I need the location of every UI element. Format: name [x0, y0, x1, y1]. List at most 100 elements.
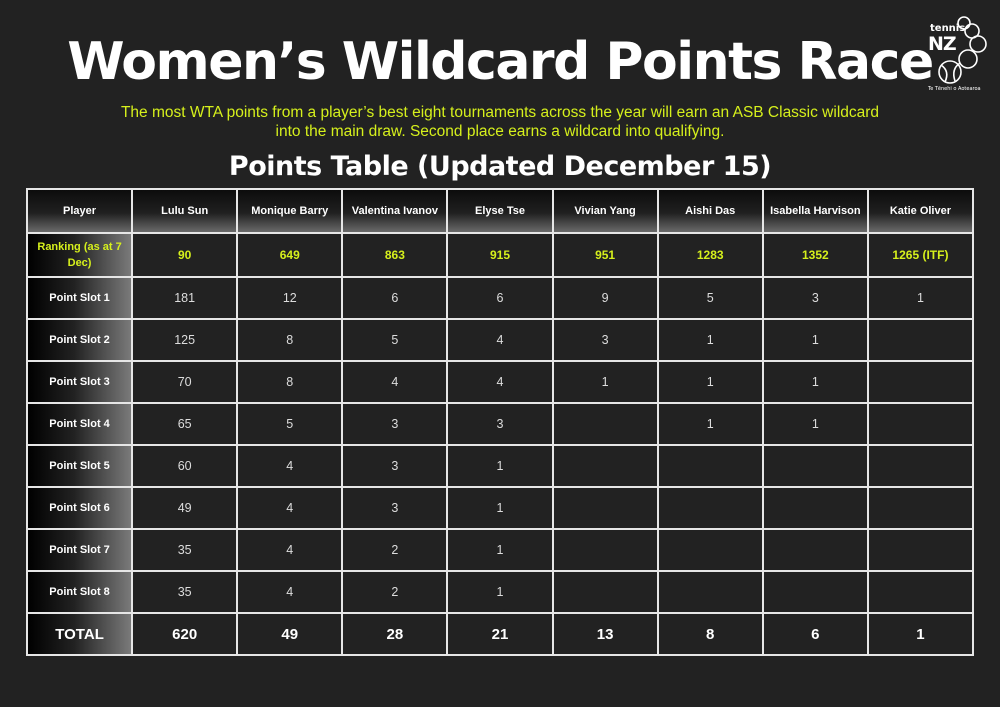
points-cell: 3: [341, 444, 449, 488]
points-cell: [551, 570, 659, 614]
points-cell: 60: [131, 444, 239, 488]
points-cell: 3: [551, 318, 659, 362]
total-cell: 13: [551, 612, 659, 656]
points-cell: 1: [761, 318, 869, 362]
points-cell: 9: [551, 276, 659, 320]
slot-label-cell: Point Slot 8: [25, 570, 134, 614]
points-cell: [656, 570, 764, 614]
tennis-balls-icon: [938, 16, 987, 84]
points-cell: 1: [656, 318, 764, 362]
points-cell: 5: [236, 402, 344, 446]
points-cell: 3: [341, 402, 449, 446]
total-cell: 21: [446, 612, 554, 656]
player-name-cell: Lulu Sun: [131, 188, 239, 234]
points-cell: 12: [236, 276, 344, 320]
points-cell: 181: [131, 276, 239, 320]
points-cell: [656, 486, 764, 530]
slot-label-cell: Point Slot 6: [25, 486, 134, 530]
points-cell: 1: [656, 360, 764, 404]
table-title: Points Table (Updated December 15): [228, 151, 772, 182]
points-cell: 2: [341, 570, 449, 614]
total-label-cell: TOTAL: [25, 612, 134, 656]
player-name-cell: Monique Barry: [236, 188, 344, 234]
points-cell: 125: [131, 318, 239, 362]
logo-text-tennis: tennis: [930, 23, 966, 34]
points-cell: 4: [236, 444, 344, 488]
point-slot-row: Point Slot 2 125 8 5 4 3 1 1: [25, 318, 975, 362]
points-cell: [551, 528, 659, 572]
total-cell: 49: [236, 612, 344, 656]
points-cell: [866, 402, 975, 446]
total-cell: 1: [866, 612, 975, 656]
player-header-cell: Player: [25, 188, 134, 234]
subtitle: The most WTA points from a player’s best…: [120, 104, 880, 140]
points-cell: 4: [236, 486, 344, 530]
points-cell: 35: [131, 570, 239, 614]
slot-label-cell: Point Slot 1: [25, 276, 134, 320]
points-table: Player Lulu Sun Monique Barry Valentina Iva…: [25, 188, 975, 656]
points-cell: [866, 360, 975, 404]
points-cell: 1: [761, 360, 869, 404]
logo-tagline: Te Tēnehi o Aotearoa: [928, 86, 981, 92]
points-cell: 1: [656, 402, 764, 446]
ranking-cell: 951: [551, 232, 659, 278]
ranking-cell: 649: [236, 232, 344, 278]
points-cell: 1: [446, 528, 554, 572]
points-cell: [866, 528, 975, 572]
points-cell: 6: [446, 276, 554, 320]
points-cell: [551, 486, 659, 530]
points-cell: [551, 402, 659, 446]
points-cell: [761, 444, 869, 488]
points-cell: 1: [761, 402, 869, 446]
points-cell: 5: [341, 318, 449, 362]
points-cell: 70: [131, 360, 239, 404]
points-cell: 65: [131, 402, 239, 446]
point-slot-row: Point Slot 3 70 8 4 4 1 1 1: [25, 360, 975, 404]
slot-label-cell: Point Slot 3: [25, 360, 134, 404]
slot-label-cell: Point Slot 7: [25, 528, 134, 572]
points-cell: [656, 444, 764, 488]
total-cell: 620: [131, 612, 239, 656]
total-cell: 6: [761, 612, 869, 656]
points-cell: [761, 528, 869, 572]
ranking-label-cell: Ranking (as at 7 Dec): [25, 232, 134, 278]
total-cell: 8: [656, 612, 764, 656]
point-slot-row: Point Slot 5 60 4 3 1: [25, 444, 975, 488]
points-cell: 1: [446, 570, 554, 614]
points-cell: [761, 570, 869, 614]
point-slot-row: Point Slot 1 181 12 6 6 9 5 3 1: [25, 276, 975, 320]
points-cell: 8: [236, 360, 344, 404]
points-cell: 35: [131, 528, 239, 572]
points-cell: 4: [341, 360, 449, 404]
points-cell: [866, 318, 975, 362]
logo-text-nz: NZ: [928, 33, 957, 55]
player-name-cell: Vivian Yang: [551, 188, 659, 234]
tennis-nz-logo: tennis NZ Te Tēnehi o Aotearoa: [928, 15, 994, 95]
point-slot-row: Point Slot 4 65 5 3 3 1 1: [25, 402, 975, 446]
points-cell: [656, 528, 764, 572]
page-title: Women’s Wildcard Points Race: [67, 32, 934, 92]
points-cell: 1: [866, 276, 975, 320]
points-cell: 1: [446, 444, 554, 488]
points-cell: [866, 486, 975, 530]
slot-label-cell: Point Slot 5: [25, 444, 134, 488]
points-cell: 49: [131, 486, 239, 530]
ranking-cell: 90: [131, 232, 239, 278]
points-cell: [761, 486, 869, 530]
points-cell: 1: [446, 486, 554, 530]
points-cell: [866, 570, 975, 614]
total-cell: 28: [341, 612, 449, 656]
ranking-cell: 1352: [761, 232, 869, 278]
points-cell: [551, 444, 659, 488]
points-cell: [866, 444, 975, 488]
player-name-cell: Aishi Das: [656, 188, 764, 234]
points-cell: 5: [656, 276, 764, 320]
points-cell: 4: [446, 360, 554, 404]
ranking-cell: 915: [446, 232, 554, 278]
slot-label-cell: Point Slot 2: [25, 318, 134, 362]
ranking-cell: 1283: [656, 232, 764, 278]
points-cell: 3: [761, 276, 869, 320]
ranking-row: Ranking (as at 7 Dec) 90 649 863 915 951 1283 1…: [25, 232, 975, 278]
player-name-cell: Elyse Tse: [446, 188, 554, 234]
points-cell: 4: [236, 570, 344, 614]
